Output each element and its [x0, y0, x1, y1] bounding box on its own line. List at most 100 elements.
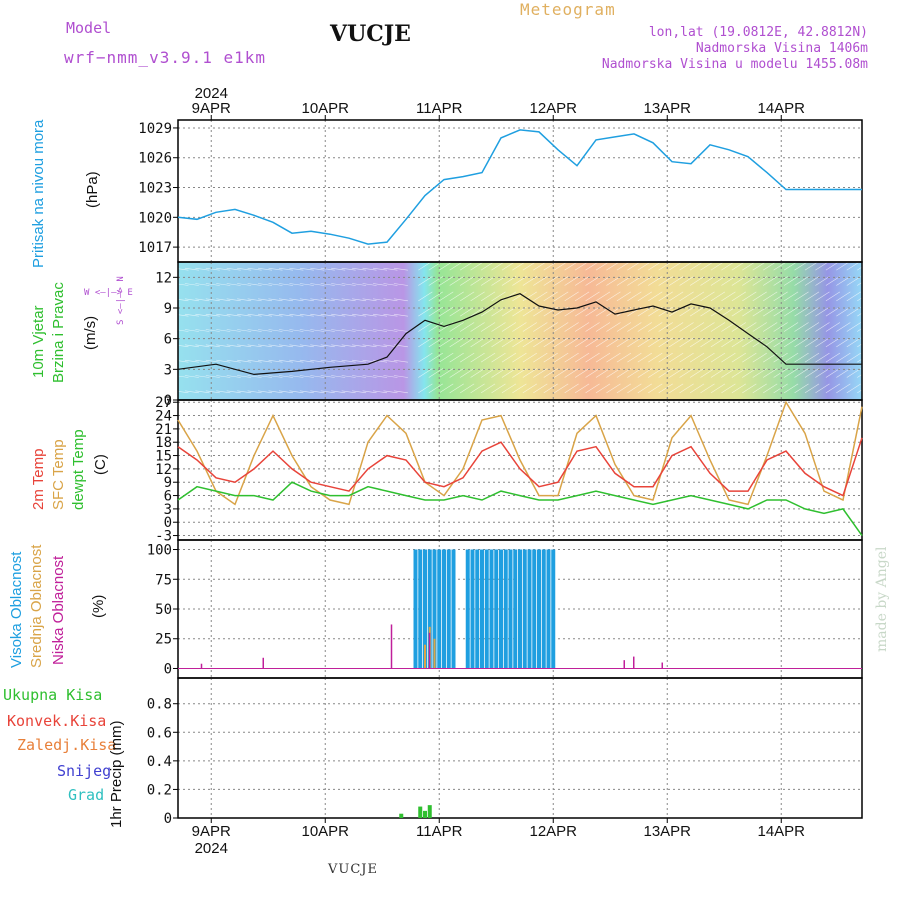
wind-barb [804, 337, 820, 348]
wind-barb [731, 383, 747, 394]
wind-barb [174, 375, 189, 378]
wind-barb [564, 383, 579, 394]
wind-barb [637, 383, 652, 394]
wind-barb [216, 267, 231, 271]
wind-barb [543, 322, 558, 332]
wind-barb [310, 344, 325, 348]
precip-ytick-label: 0.8 [147, 697, 172, 713]
wind-barb [205, 329, 220, 332]
wind-barb [459, 322, 475, 332]
wind-barb [247, 298, 262, 302]
wind-barb [247, 313, 262, 317]
wind-barb [163, 283, 179, 286]
wind-barb [857, 383, 872, 394]
wind-barb [258, 329, 273, 332]
wind-barb [439, 383, 454, 394]
wind-barb [205, 283, 220, 286]
wind-barb [616, 383, 632, 394]
wind-barb [773, 368, 788, 378]
wind-barb [543, 383, 558, 394]
precip-bar [418, 806, 423, 818]
wind-barb [501, 383, 517, 394]
wind-barb [668, 337, 684, 348]
wind-barb [428, 368, 443, 378]
wind-barb [480, 383, 496, 394]
wind-barb [679, 306, 694, 317]
wind-barb [184, 267, 199, 271]
wind-barb [310, 313, 325, 317]
wind-barb [543, 368, 558, 378]
wind-barb [825, 291, 841, 302]
wind-barb [195, 390, 210, 394]
wind-barb [331, 313, 346, 317]
wind-barb [428, 291, 443, 302]
wind-barb [564, 337, 579, 348]
wind-barb [804, 306, 820, 317]
wind-barb [710, 306, 726, 317]
wind-barb [299, 390, 314, 394]
wind-barb [679, 291, 694, 302]
wind-barb [700, 306, 715, 317]
wind-barb [825, 352, 841, 363]
wind-ytick-label: 6 [164, 332, 172, 348]
wind-barb [564, 368, 579, 378]
high-cloud-bar [418, 549, 423, 669]
wind-barb [247, 283, 262, 286]
wind-barb [470, 306, 485, 317]
wind-barb [857, 291, 872, 302]
wind-barb [278, 298, 293, 302]
wind-barb [237, 390, 252, 394]
wind-barb [216, 283, 231, 286]
wind-barb [184, 390, 199, 394]
wind-barb [459, 352, 475, 363]
wind-barb [480, 322, 496, 332]
wind-barb [393, 298, 408, 302]
wind-barb [679, 337, 694, 348]
wind-barb [857, 352, 872, 363]
wind-barb [836, 291, 851, 302]
wind-barb [226, 313, 241, 317]
wind-barb [752, 306, 767, 317]
wind-barb [163, 267, 179, 271]
high-cloud-bar [551, 549, 556, 669]
wind-barb-field [178, 262, 862, 400]
wind-barb [299, 298, 314, 302]
wind-barb [574, 276, 590, 286]
year-label-top: 2024 [195, 85, 228, 102]
wind-barb [700, 368, 715, 378]
pressure-ytick-label: 1020 [138, 210, 172, 226]
model-label: Model [66, 19, 112, 37]
day-label-bottom: 12APR [529, 823, 577, 840]
wind-barb [815, 352, 830, 363]
wind-barb [428, 322, 443, 332]
cloud-ytick-label: 25 [155, 632, 172, 648]
wind-barb [320, 329, 335, 332]
wind-barb [320, 267, 335, 271]
wind-barb [512, 337, 527, 348]
wind-barb [163, 390, 179, 394]
pressure-ytick-label: 1029 [138, 121, 172, 137]
cloud-ytick-label: 50 [155, 602, 172, 618]
wind-barb [299, 283, 314, 286]
wind-barb [773, 291, 788, 302]
wind-barb [543, 306, 558, 317]
wind-barb [205, 298, 220, 302]
wind-barb [836, 306, 851, 317]
wind-barb [512, 322, 527, 332]
wind-barb [668, 276, 684, 286]
wind-barb [331, 375, 346, 378]
wind-barb [794, 276, 809, 286]
wind-barb [237, 359, 252, 363]
wind-barb [501, 306, 517, 317]
wind-barb [752, 276, 767, 286]
wind-barb [627, 352, 642, 363]
high-cloud-bar [465, 549, 470, 669]
wind-barb [383, 267, 398, 271]
wind-barb [352, 329, 367, 332]
wind-barb [595, 352, 611, 363]
wind-barb [480, 337, 496, 348]
wind-barb [574, 322, 590, 332]
wind-barb [320, 359, 335, 363]
high-cloud-bar [432, 549, 437, 669]
wind-barb [195, 283, 210, 286]
